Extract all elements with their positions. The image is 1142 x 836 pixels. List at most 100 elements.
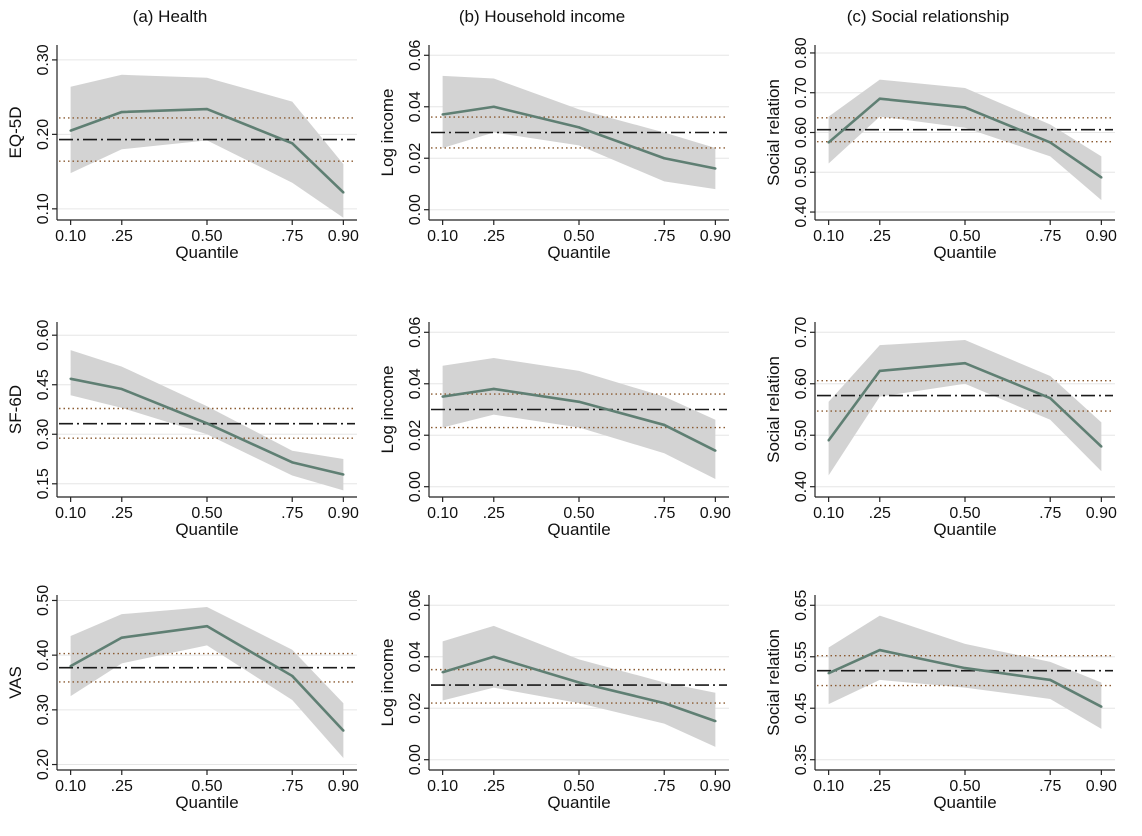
y-tick-label: 0.00 <box>407 744 424 775</box>
panel-row3-col3: 0.35 0.45 0.55 0.65 0.10 .25 0.50 .75 0.90 Quanti… <box>764 590 1117 812</box>
x-axis-title: Quantile <box>933 520 996 539</box>
x-tick-label: .75 <box>1039 228 1061 245</box>
x-tick-label: .75 <box>281 778 303 795</box>
y-tick-label: 0.06 <box>407 317 424 348</box>
x-tick-label: 0.10 <box>813 778 844 795</box>
x-tick-label: .75 <box>653 778 675 795</box>
quantile-estimate-point <box>69 129 72 132</box>
quantile-estimate-point <box>205 624 209 628</box>
quantile-estimate-point <box>714 449 717 452</box>
quantile-estimate-point <box>963 106 967 109</box>
x-tick-label: .75 <box>653 228 675 245</box>
x-tick-label: .25 <box>869 778 891 795</box>
y-axis-title: VAS <box>6 666 25 699</box>
quantile-estimate-point <box>577 681 581 684</box>
confidence-band <box>70 607 344 758</box>
column-title-household-income: (b) Household income <box>459 7 625 26</box>
y-tick-label: 0.04 <box>407 368 424 399</box>
confidence-band <box>828 615 1102 729</box>
x-tick-label: 0.90 <box>328 778 359 795</box>
quantile-estimate-point <box>878 97 881 100</box>
x-tick-label: .75 <box>653 505 675 522</box>
column-title-health: (a) Health <box>133 7 208 26</box>
y-axis-title: SF-6D <box>6 385 25 434</box>
y-tick-label: 0.50 <box>35 585 52 616</box>
y-axis-title: Log income <box>378 89 397 177</box>
y-tick-label: 0.80 <box>793 37 810 68</box>
quantile-estimate-point <box>577 126 581 129</box>
x-tick-label: .25 <box>111 228 133 245</box>
x-axis-title: Quantile <box>933 243 996 262</box>
quantile-estimate-point <box>714 719 717 723</box>
x-axis-title: Quantile <box>547 793 610 812</box>
panel-row2-col3: 0.40 0.50 0.60 0.70 0.10 .25 0.50 .75 0.90 Quanti… <box>764 317 1117 539</box>
quantile-estimate-point <box>878 369 881 373</box>
quantile-estimate-point <box>441 395 444 398</box>
y-axis-title: EQ-5D <box>6 107 25 159</box>
quantile-estimate-point <box>1100 176 1103 179</box>
y-tick-label: 0.06 <box>407 40 424 71</box>
x-tick-label: 0.50 <box>563 505 594 522</box>
quantile-estimate-point <box>342 473 345 476</box>
confidence-band <box>70 350 344 491</box>
panel-row1-col3: 0.40 0.50 0.60 0.70 0.80 0.10 .25 0.50 .75 0.90 Qu… <box>764 37 1117 262</box>
confidence-band <box>442 625 716 747</box>
y-tick-label: 0.30 <box>35 44 52 75</box>
quantile-estimate-point <box>714 167 717 170</box>
quantile-estimate-point <box>69 377 72 380</box>
x-tick-label: 0.50 <box>191 228 222 245</box>
quantile-estimate-point <box>663 157 666 160</box>
x-axis-title: Quantile <box>547 243 610 262</box>
y-tick-label: 0.35 <box>793 744 810 775</box>
quantile-estimate-point <box>291 461 294 464</box>
quantile-estimate-point <box>120 636 123 639</box>
x-tick-label: .25 <box>111 778 133 795</box>
y-axis-title: Social relation <box>764 79 783 186</box>
y-tick-label: 0.50 <box>793 157 810 188</box>
x-axis-title: Quantile <box>175 520 238 539</box>
x-tick-label: .25 <box>483 505 505 522</box>
y-tick-label: 0.02 <box>407 143 424 174</box>
column-title-social-relationship: (c) Social relationship <box>847 7 1010 26</box>
y-tick-label: 0.30 <box>35 419 52 450</box>
x-axis-title: Quantile <box>175 243 238 262</box>
y-tick-label: 0.20 <box>35 749 52 780</box>
x-tick-label: .75 <box>281 505 303 522</box>
y-axis-title: Social relation <box>764 629 783 736</box>
quantile-estimate-point <box>1100 705 1103 708</box>
quantile-estimate-point <box>663 423 666 427</box>
x-tick-label: 0.10 <box>55 505 86 522</box>
x-tick-label: 0.50 <box>563 228 594 245</box>
x-tick-label: 0.90 <box>700 778 731 795</box>
y-tick-label: 0.00 <box>407 194 424 225</box>
x-tick-label: 0.50 <box>949 228 980 245</box>
panel-row2-col2: 0.00 0.02 0.04 0.06 0.10 .25 0.50 .75 0.90 Quanti… <box>378 317 731 539</box>
quantile-estimate-point <box>492 387 495 391</box>
quantile-estimate-point <box>1049 678 1052 682</box>
y-tick-label: 0.60 <box>793 117 810 148</box>
x-tick-label: .75 <box>1039 505 1061 522</box>
y-tick-label: 0.60 <box>793 368 810 399</box>
quantile-estimate-point <box>492 105 495 108</box>
quantile-estimate-point <box>492 655 495 658</box>
x-tick-label: .75 <box>1039 778 1061 795</box>
panel-row3-col1: 0.20 0.30 0.40 0.50 0.10 .25 0.50 .75 0.90 Quanti… <box>6 585 359 812</box>
x-tick-label: 0.90 <box>700 228 731 245</box>
quantile-estimate-point <box>205 107 209 111</box>
y-axis-title: Log income <box>378 639 397 727</box>
confidence-band <box>828 340 1102 476</box>
y-tick-label: 0.04 <box>407 91 424 122</box>
y-tick-label: 0.60 <box>35 320 52 351</box>
quantile-estimate-point <box>342 729 345 732</box>
y-axis-title: Social relation <box>764 356 783 463</box>
x-tick-label: .75 <box>281 228 303 245</box>
quantile-estimate-point <box>441 113 444 116</box>
quantile-estimate-point <box>342 191 345 194</box>
quantile-estimate-point <box>827 141 830 144</box>
x-tick-label: 0.10 <box>55 778 86 795</box>
x-tick-label: 0.50 <box>563 778 594 795</box>
quantile-estimate-point <box>205 422 209 425</box>
x-tick-label: 0.90 <box>328 228 359 245</box>
y-tick-label: 0.20 <box>35 119 52 150</box>
